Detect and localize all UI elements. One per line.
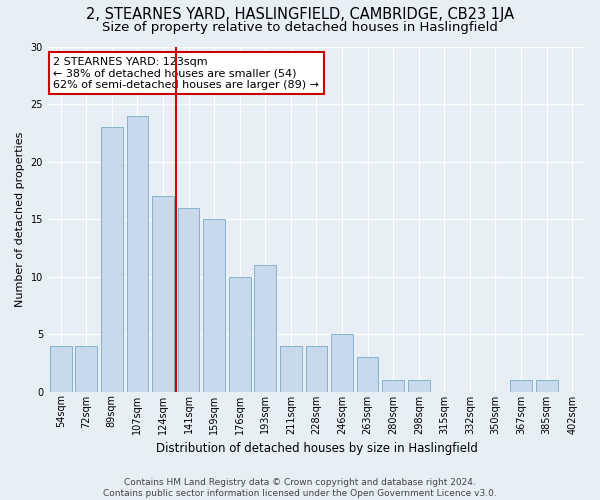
Bar (510, 380, 532, 392)
Bar (76, 346, 97, 392)
Bar (382, 380, 404, 392)
Bar (254, 265, 276, 392)
Text: 2 STEARNES YARD: 123sqm
← 38% of detached houses are smaller (54)
62% of semi-de: 2 STEARNES YARD: 123sqm ← 38% of detache… (53, 57, 319, 90)
Bar (50, 346, 71, 392)
Text: Size of property relative to detached houses in Haslingfield: Size of property relative to detached ho… (102, 21, 498, 34)
Bar (331, 334, 353, 392)
Bar (152, 196, 174, 392)
Bar (408, 380, 430, 392)
Y-axis label: Number of detached properties: Number of detached properties (15, 132, 25, 306)
Text: Contains HM Land Registry data © Crown copyright and database right 2024.
Contai: Contains HM Land Registry data © Crown c… (103, 478, 497, 498)
Text: 2, STEARNES YARD, HASLINGFIELD, CAMBRIDGE, CB23 1JA: 2, STEARNES YARD, HASLINGFIELD, CAMBRIDG… (86, 8, 514, 22)
X-axis label: Distribution of detached houses by size in Haslingfield: Distribution of detached houses by size … (155, 442, 478, 455)
Bar (178, 208, 199, 392)
Bar (229, 276, 251, 392)
Bar (280, 346, 302, 392)
Bar (203, 219, 225, 392)
Bar (305, 346, 328, 392)
Bar (101, 127, 123, 392)
Bar (536, 380, 557, 392)
Bar (357, 357, 379, 392)
Bar (127, 116, 148, 392)
